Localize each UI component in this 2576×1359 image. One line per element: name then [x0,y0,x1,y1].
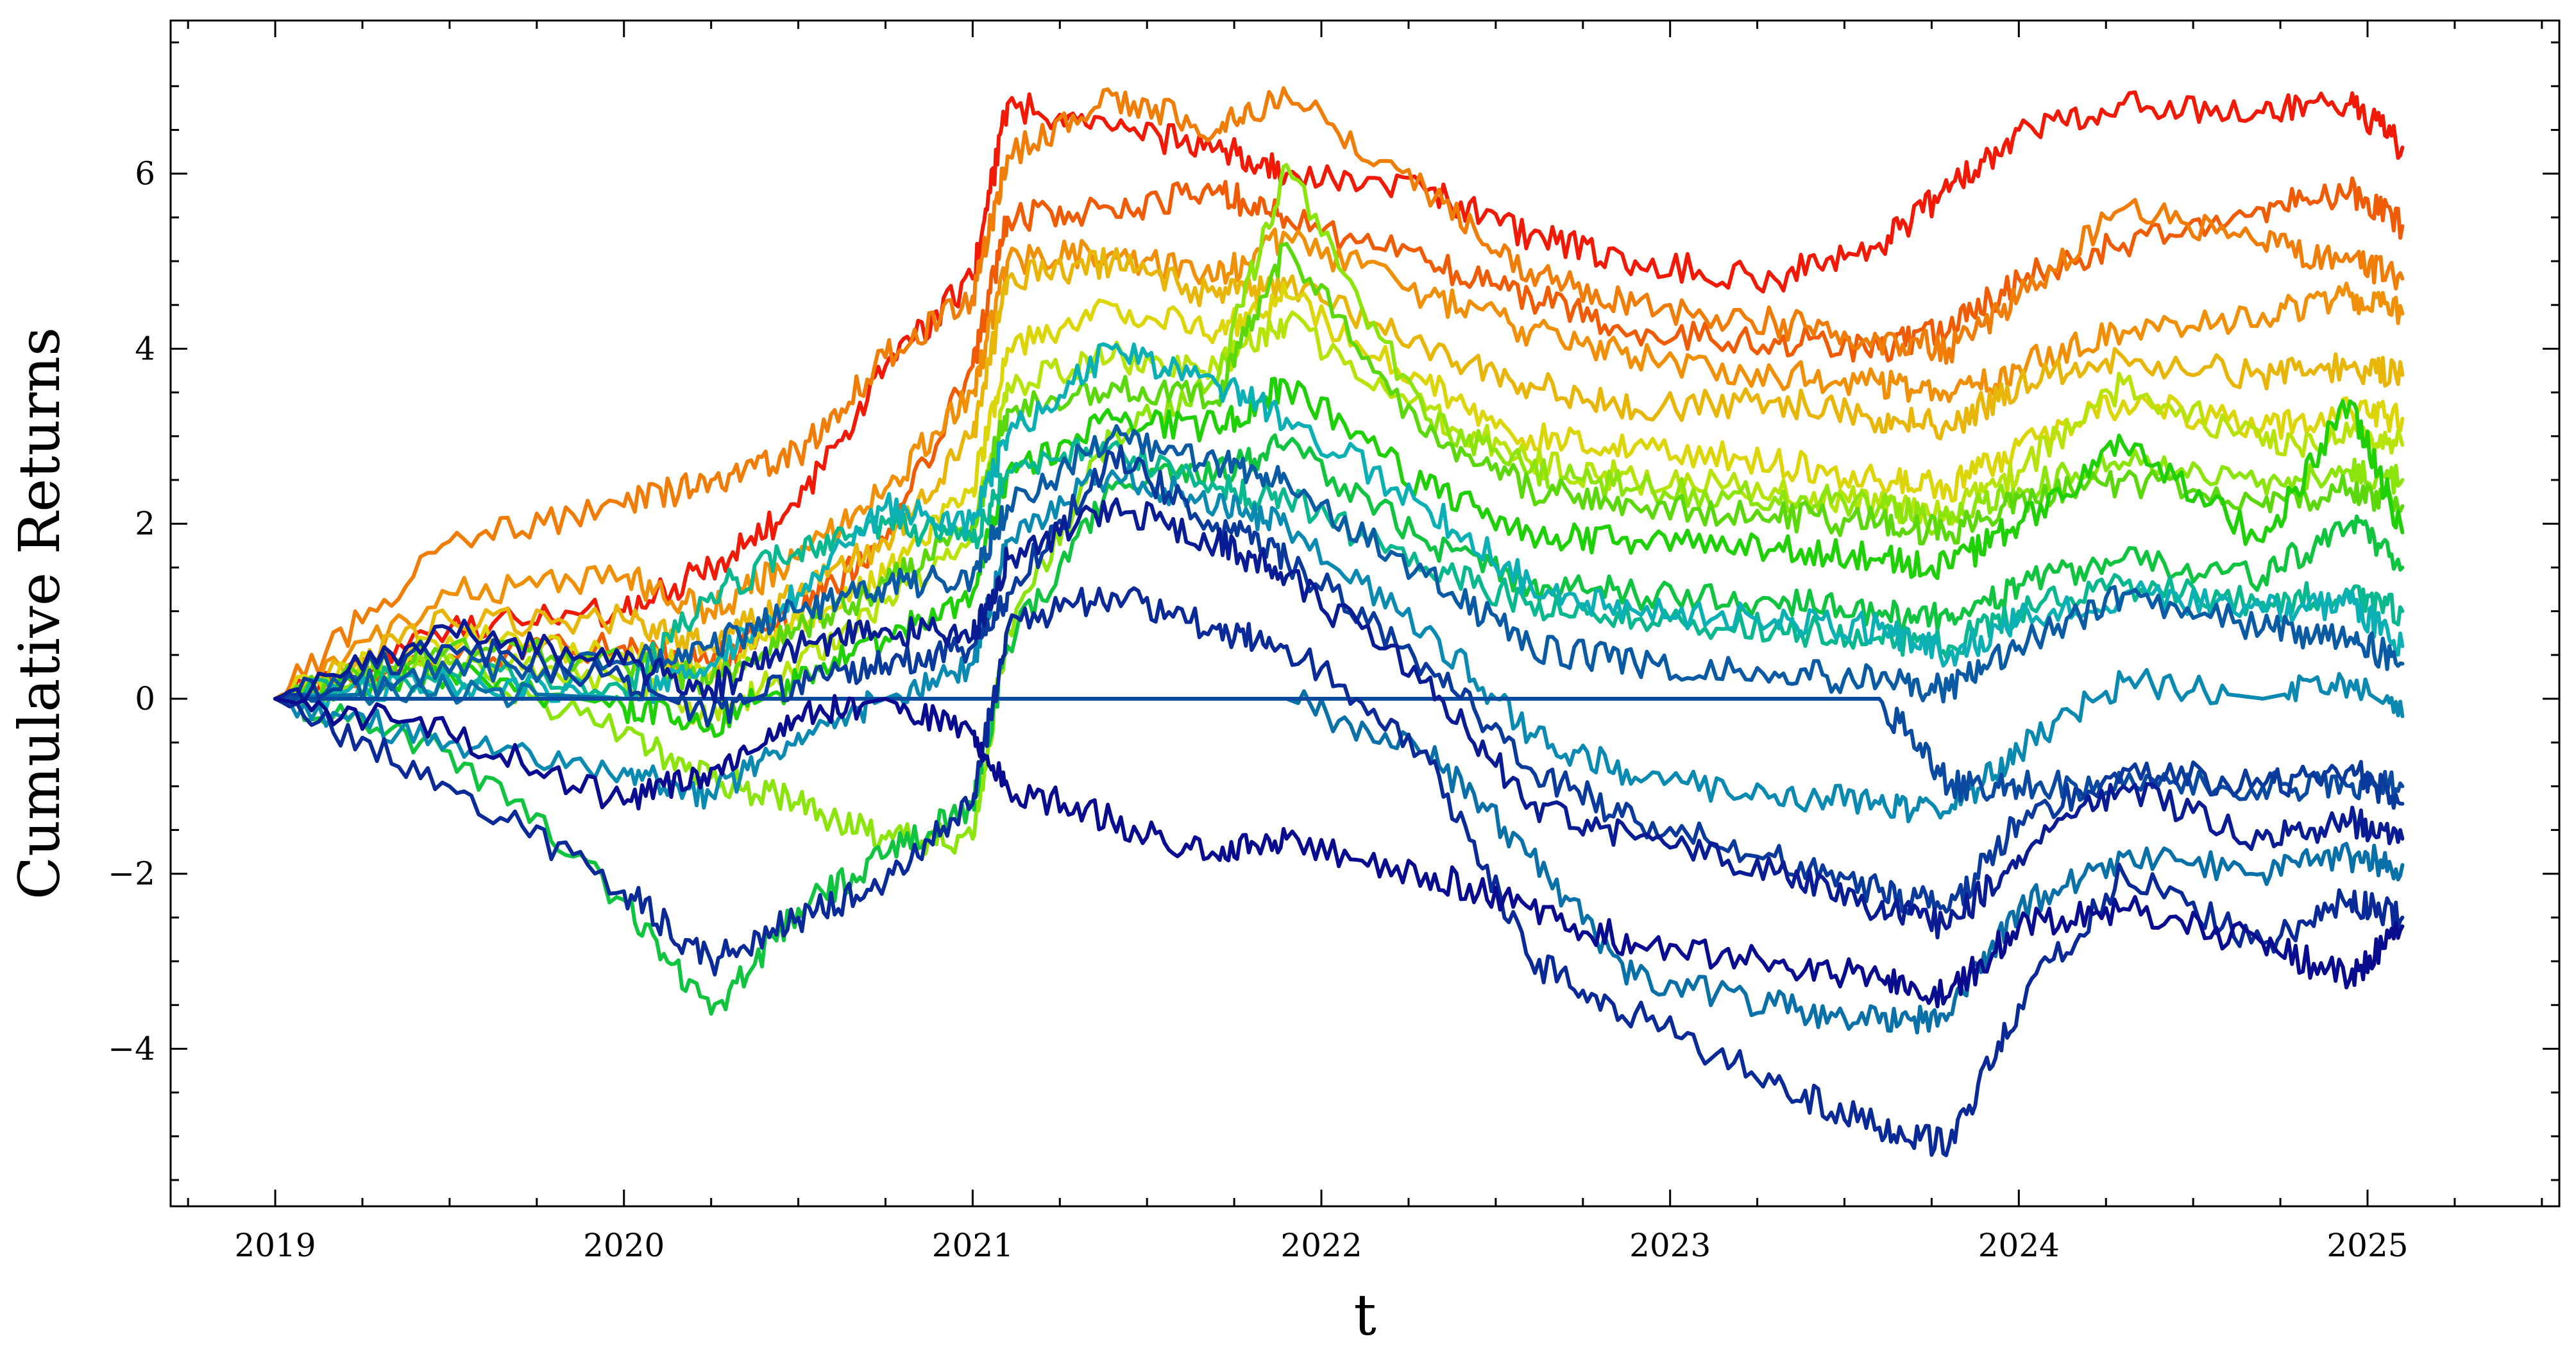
series-line-16 [273,423,2405,704]
plot-frame [169,19,2561,1208]
series-line-14 [273,462,2405,824]
x-tick-label: 2020 [583,1227,665,1264]
x-tick-label: 2019 [234,1227,316,1264]
y-axis-title: Cumulative Returns [6,327,72,900]
series-line-8 [273,163,2405,856]
x-axis-title: t [1353,1282,1376,1348]
series-line-9 [273,241,2405,701]
y-tick-label: 6 [135,155,155,192]
y-tick-label: 2 [135,505,155,542]
x-tick-label: 2022 [1280,1227,1362,1264]
series-layer [273,86,2405,1158]
series-line-6 [273,282,2405,701]
x-tick-label: 2024 [1978,1227,2060,1264]
y-tick-label: −4 [108,1030,155,1068]
tick-layer: 2019 2020 2021 2022 2023 2024 2025 −4 −2 0 2 4 6 [108,21,2559,1264]
series-line-10 [273,377,2405,739]
series-line-15 [273,673,2405,1035]
series-line-11 [273,433,2405,1016]
series-line-17 [273,697,2405,803]
series-line-1 [273,90,2405,708]
y-tick-label: 0 [135,680,155,717]
x-tick-label: 2021 [932,1227,1013,1264]
series-line-3 [273,86,2405,703]
series-line-20 [273,497,2405,939]
series-line-19 [273,586,2405,1158]
series-line-21 [273,694,2405,1009]
y-tick-label: 4 [135,330,155,367]
y-tick-label: −2 [108,855,155,893]
x-tick-label: 2025 [2326,1227,2408,1264]
x-tick-label: 2023 [1629,1227,1711,1264]
